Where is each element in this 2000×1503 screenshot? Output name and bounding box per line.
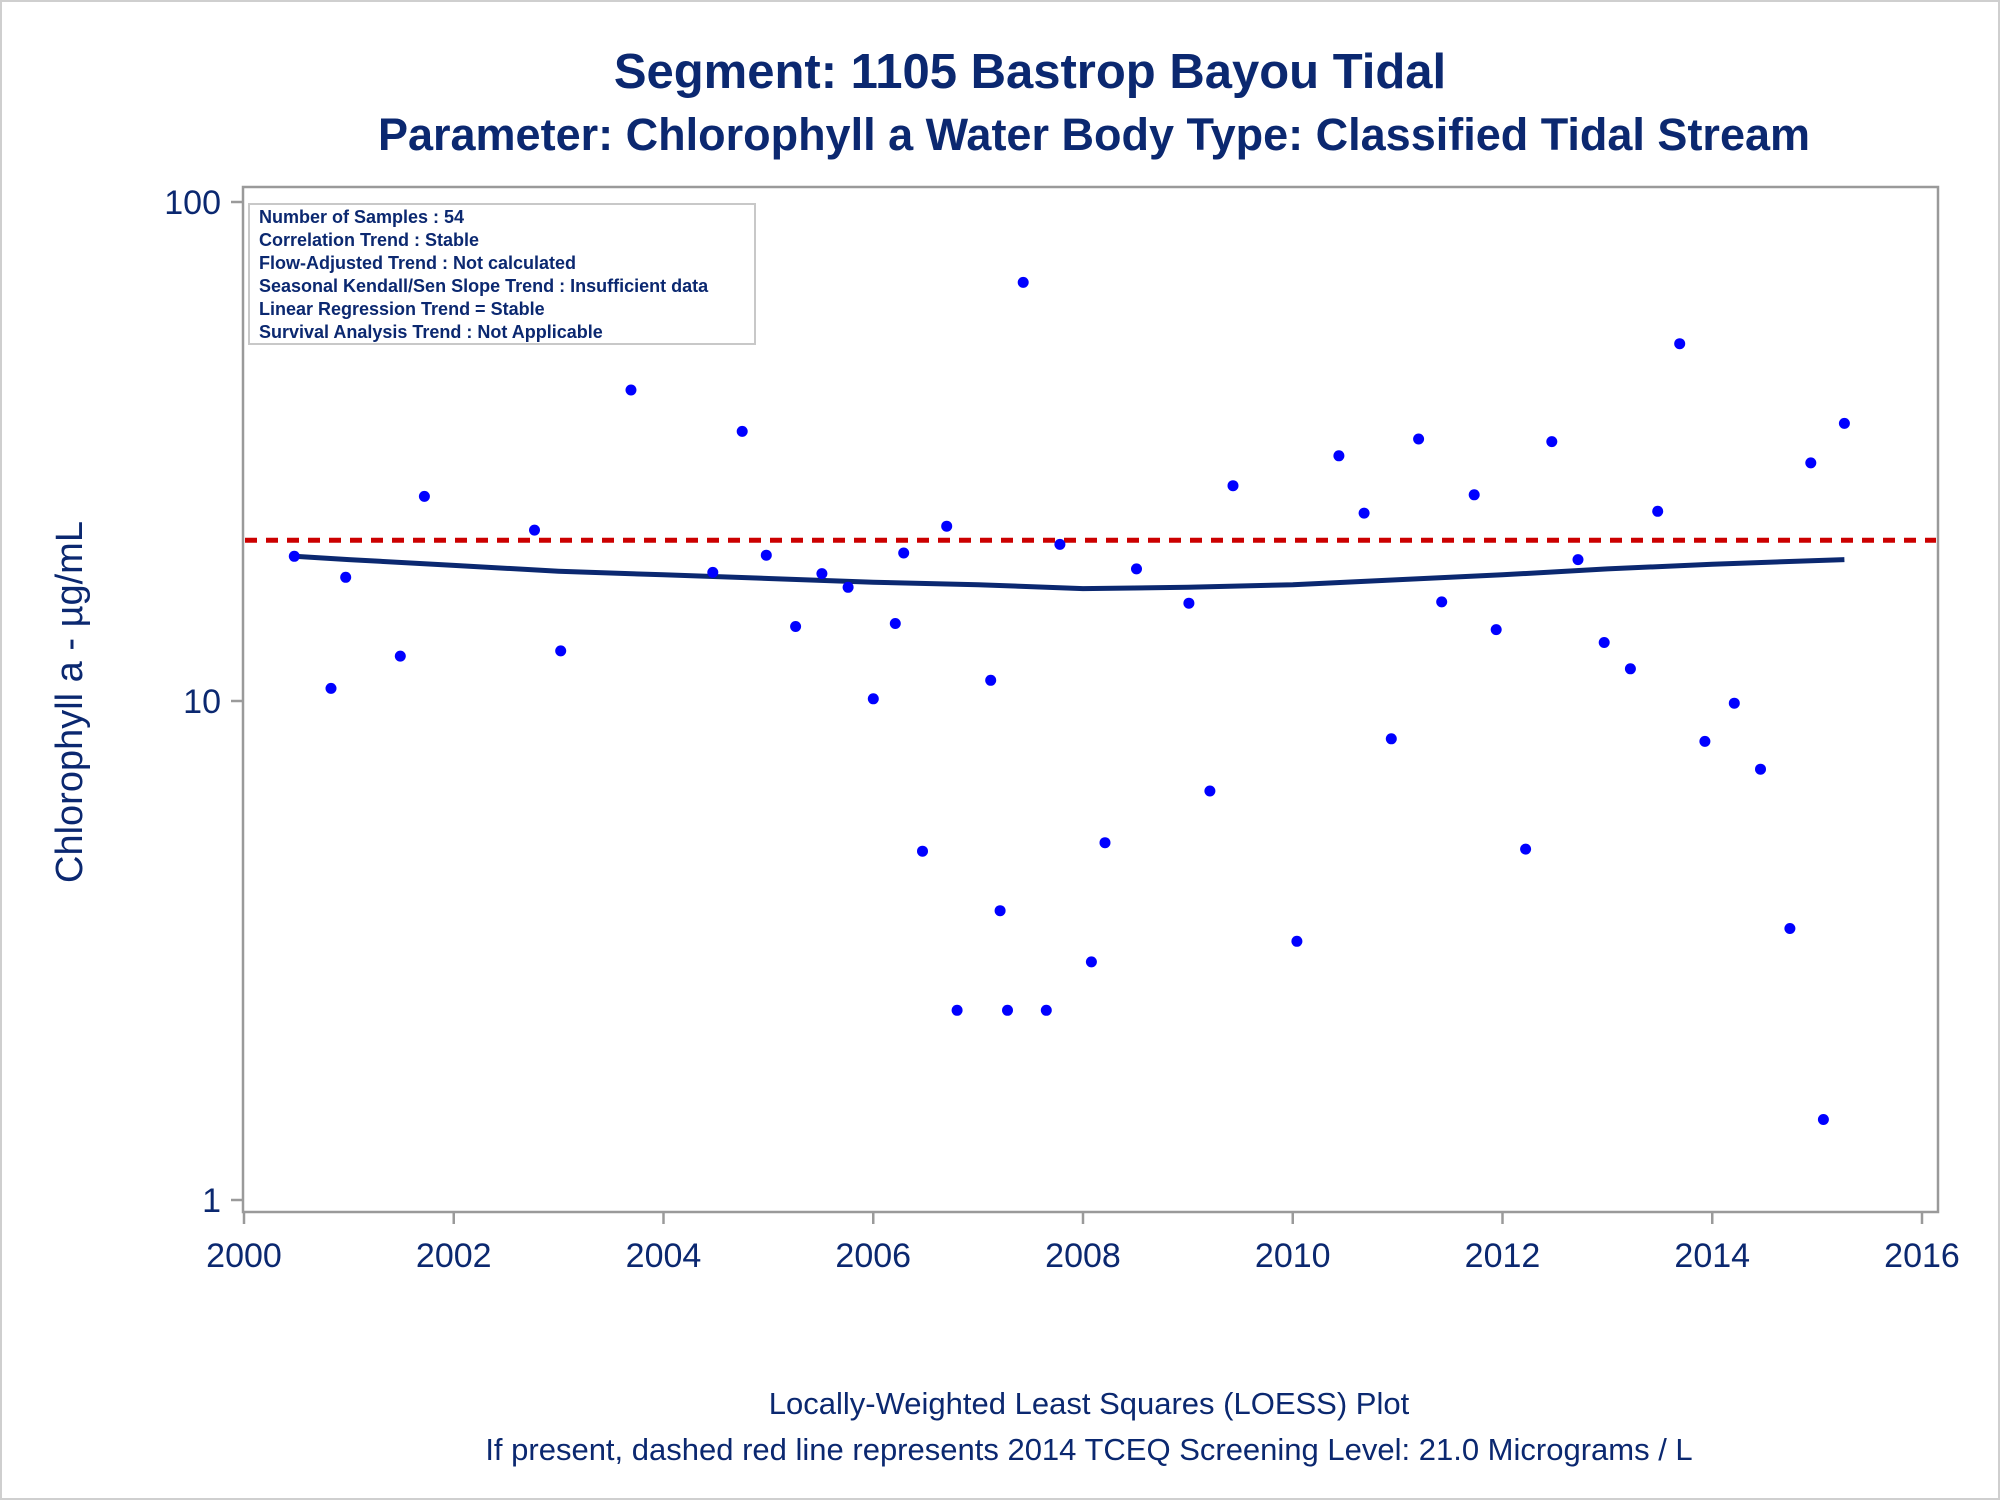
loess-layer xyxy=(294,553,1845,592)
data-point xyxy=(816,568,828,580)
footnote-loess: Locally-Weighted Least Squares (LOESS) P… xyxy=(769,1386,1410,1421)
data-point xyxy=(1017,276,1029,288)
x-tick-label: 2000 xyxy=(206,1237,282,1275)
x-tick-label: 2016 xyxy=(1884,1237,1960,1275)
data-point xyxy=(985,674,997,686)
data-point xyxy=(325,682,337,694)
x-axis: 2000 2002 2004 2006 2008 2010 2012 2014 2016 xyxy=(206,1212,1960,1275)
data-point xyxy=(1291,935,1303,947)
data-point xyxy=(1227,480,1239,492)
data-point xyxy=(1805,457,1817,469)
data-point xyxy=(889,618,901,629)
data-point xyxy=(340,571,352,583)
x-tick-label: 2014 xyxy=(1674,1237,1750,1275)
x-tick-label: 2004 xyxy=(626,1237,702,1275)
data-point xyxy=(1040,1004,1052,1016)
data-point xyxy=(1490,624,1502,636)
data-point xyxy=(941,520,953,532)
loess-curve xyxy=(294,553,1845,592)
y-tick-label: 10 xyxy=(183,683,221,721)
data-point xyxy=(917,845,928,857)
data-point xyxy=(1598,637,1610,648)
data-point xyxy=(555,645,567,657)
y-axis: 1 10 100 xyxy=(164,184,243,1220)
data-point xyxy=(1358,507,1370,519)
data-point xyxy=(418,490,430,502)
data-point xyxy=(1520,843,1532,855)
data-point xyxy=(790,621,802,632)
stats-line: Number of Samples : 54 xyxy=(259,207,464,227)
stats-line: Seasonal Kendall/Sen Slope Trend : Insuf… xyxy=(259,276,709,296)
stats-line: Linear Regression Trend = Stable xyxy=(259,299,545,319)
data-point xyxy=(1546,436,1558,448)
data-points xyxy=(288,276,1850,1125)
data-point xyxy=(1099,837,1111,849)
data-point xyxy=(1838,417,1850,429)
x-tick-label: 2012 xyxy=(1465,1237,1541,1275)
data-point xyxy=(625,384,637,396)
x-tick-label: 2002 xyxy=(416,1237,492,1275)
data-point xyxy=(394,650,406,662)
data-point xyxy=(1674,338,1686,350)
data-point xyxy=(529,524,540,536)
data-point xyxy=(1085,956,1097,968)
data-point xyxy=(1385,733,1397,745)
data-point xyxy=(1468,489,1480,501)
data-point xyxy=(1755,763,1766,775)
data-point xyxy=(288,550,300,562)
stats-line: Correlation Trend : Stable xyxy=(259,230,479,250)
data-point xyxy=(1817,1114,1829,1125)
data-point xyxy=(867,693,879,705)
data-point xyxy=(951,1004,963,1016)
footnote-screening: If present, dashed red line represents 2… xyxy=(485,1432,1692,1467)
chart-subtitle: Parameter: Chlorophyll a Water Body Type… xyxy=(378,109,1810,160)
data-point xyxy=(760,549,772,561)
data-point xyxy=(1333,450,1345,462)
y-tick-label: 100 xyxy=(164,184,221,222)
data-point xyxy=(1204,785,1216,797)
x-tick-label: 2008 xyxy=(1045,1237,1121,1275)
chart-title: Segment: 1105 Bastrop Bayou Tidal xyxy=(614,45,1446,99)
data-point xyxy=(994,905,1006,917)
stats-line: Survival Analysis Trend : Not Applicable xyxy=(259,322,603,342)
x-tick-label: 2010 xyxy=(1255,1237,1331,1275)
data-point xyxy=(736,425,748,437)
data-point xyxy=(1624,663,1636,675)
data-point xyxy=(1728,697,1740,709)
data-point xyxy=(842,581,854,593)
y-axis-label: Chlorophyll a - µg/mL xyxy=(49,521,91,883)
x-tick-label: 2006 xyxy=(835,1237,911,1275)
data-point xyxy=(707,566,719,578)
data-point xyxy=(1183,597,1195,609)
data-point xyxy=(1572,554,1584,566)
stats-inset: Number of Samples : 54 Correlation Trend… xyxy=(248,203,756,345)
plot-area xyxy=(241,185,1940,1214)
data-point xyxy=(1002,1004,1013,1016)
data-point xyxy=(1652,505,1664,517)
data-point xyxy=(1699,735,1711,747)
stats-line: Flow-Adjusted Trend : Not calculated xyxy=(259,253,576,273)
y-tick-label: 1 xyxy=(202,1182,221,1220)
data-point xyxy=(898,547,910,559)
data-point xyxy=(1054,538,1066,550)
data-point xyxy=(1784,923,1796,934)
stats-inset-box xyxy=(248,203,756,345)
data-point xyxy=(1436,596,1448,608)
data-point xyxy=(1413,433,1425,445)
data-point xyxy=(1131,563,1142,575)
